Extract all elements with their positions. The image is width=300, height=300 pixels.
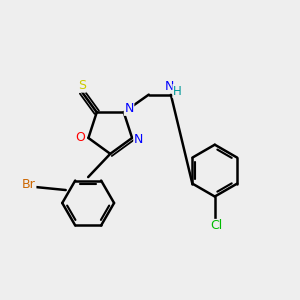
Text: O: O <box>75 131 85 145</box>
Text: S: S <box>78 79 86 92</box>
Text: Br: Br <box>22 178 36 191</box>
Text: N: N <box>134 133 143 146</box>
Text: N: N <box>165 80 174 93</box>
Text: N: N <box>124 102 134 115</box>
Text: Cl: Cl <box>210 220 222 232</box>
Text: H: H <box>173 85 182 98</box>
